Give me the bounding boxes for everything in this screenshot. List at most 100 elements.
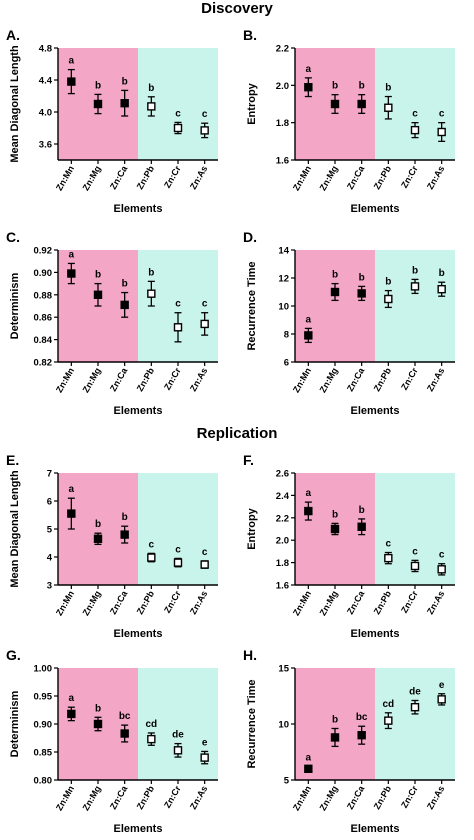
- x-tick-label: Zn:Pb: [372, 366, 394, 394]
- pink-region: [295, 668, 375, 780]
- y-tick-label: 4.0: [39, 108, 52, 119]
- data-point-filled: [93, 290, 103, 300]
- significance-letter: c: [412, 546, 418, 557]
- data-point-filled: [93, 99, 103, 109]
- data-point-filled: [120, 729, 129, 738]
- y-tick-label: 12: [278, 274, 289, 285]
- panel-label: A.: [6, 27, 20, 43]
- data-point-open: [410, 125, 420, 135]
- significance-letter: a: [69, 249, 75, 260]
- significance-letter: a: [306, 64, 312, 75]
- data-point-open: [384, 103, 393, 112]
- data-point-open: [384, 553, 393, 563]
- x-tick-label: Zn:As: [188, 589, 209, 616]
- y-tick-label: 1.6: [276, 581, 289, 592]
- y-axis-label: Entropy: [246, 82, 258, 124]
- y-tick-label: 6: [284, 358, 289, 369]
- y-tick-label: 2.2: [276, 44, 289, 55]
- data-point-open: [173, 323, 183, 332]
- x-tick-label: Zn:Mg: [81, 589, 103, 617]
- y-tick-label: 0.90: [34, 268, 53, 279]
- y-axis-label: Recurrence Time: [246, 679, 258, 768]
- significance-letter: cd: [145, 719, 157, 730]
- x-tick-label: Zn:Mn: [291, 366, 313, 394]
- data-point-open: [437, 695, 446, 704]
- y-axis-label: Determinism: [9, 272, 21, 339]
- panel-label: G.: [6, 647, 21, 663]
- y-tick-label: 2.0: [276, 81, 289, 92]
- y-tick-label: 2.4: [276, 491, 290, 502]
- x-axis-label: Elements: [114, 628, 163, 640]
- significance-letter: b: [439, 268, 445, 279]
- y-tick-label: 4.8: [39, 44, 52, 55]
- significance-letter: a: [306, 314, 312, 325]
- x-tick-label: Zn:Ca: [345, 588, 367, 616]
- significance-letter: c: [175, 108, 181, 119]
- x-tick-label: Zn:Pb: [372, 164, 394, 192]
- significance-letter: b: [359, 81, 365, 92]
- significance-letter: e: [439, 680, 445, 691]
- significance-letter: b: [385, 83, 391, 94]
- significance-letter: b: [95, 80, 101, 91]
- data-point-filled: [304, 506, 313, 516]
- y-axis-label: Mean Diagonal Length: [9, 470, 21, 588]
- data-point-open: [437, 127, 446, 137]
- y-tick-label: 4.4: [39, 76, 53, 87]
- x-tick-label: Zn:Mn: [54, 366, 76, 394]
- x-tick-label: Zn:Ca: [108, 365, 130, 393]
- x-tick-label: Zn:Cr: [162, 164, 183, 190]
- data-point-open: [200, 319, 209, 329]
- data-point-filled: [120, 98, 129, 108]
- chart-panel: 6 8 10 12 14 Zn:Mn Zn:Mg Zn:Ca Zn:Pb Zn:Cr Zn:As a b…: [243, 229, 455, 417]
- chart-panel: 3 4 5 6 7 Zn:Mn Zn:Mg Zn:Ca Zn:Pb Zn:Cr Zn:As a b b c c…: [6, 452, 218, 640]
- x-axis-label: Elements: [351, 628, 400, 640]
- significance-letter: b: [359, 272, 365, 283]
- y-tick-label: 0.85: [34, 748, 53, 759]
- x-tick-label: Zn:As: [425, 164, 446, 191]
- y-tick-label: 8: [284, 330, 289, 341]
- x-tick-label: Zn:Mn: [54, 784, 76, 812]
- x-tick-label: Zn:As: [188, 164, 209, 191]
- data-point-open: [173, 746, 183, 755]
- significance-letter: c: [175, 544, 181, 555]
- data-point-filled: [304, 83, 313, 92]
- x-tick-label: Zn:Mn: [291, 164, 313, 192]
- y-tick-label: 0.95: [34, 692, 53, 703]
- data-point-open: [147, 734, 156, 744]
- panel-label: E.: [6, 452, 19, 468]
- x-tick-label: Zn:Cr: [162, 366, 183, 392]
- y-tick-label: 3: [47, 581, 52, 592]
- y-tick-label: 1.6: [276, 156, 289, 167]
- y-tick-label: 15: [278, 664, 289, 675]
- panel-label: C.: [6, 229, 20, 245]
- significance-letter: b: [332, 509, 338, 520]
- y-tick-label: 1.8: [276, 118, 289, 129]
- chart-panel: 5 10 15 Zn:Mn Zn:Mg Zn:Ca Zn:Pb Zn:Cr Zn:As a b bc c…: [243, 647, 455, 835]
- x-tick-label: Zn:Pb: [135, 784, 157, 812]
- x-tick-label: Zn:As: [188, 366, 209, 393]
- significance-letter: b: [95, 703, 101, 714]
- significance-letter: b: [332, 714, 338, 725]
- x-axis-label: Elements: [114, 405, 163, 417]
- x-tick-label: Zn:Cr: [399, 164, 420, 190]
- x-tick-label: Zn:Ca: [108, 783, 130, 811]
- section-title-discovery: Discovery: [201, 0, 273, 17]
- y-tick-label: 10: [278, 302, 289, 313]
- x-tick-label: Zn:Mg: [81, 164, 103, 192]
- y-tick-label: 5: [284, 776, 290, 787]
- x-tick-label: Zn:Mn: [54, 164, 76, 192]
- data-point-open: [173, 558, 183, 567]
- significance-letter: cd: [382, 699, 394, 710]
- x-tick-label: Zn:As: [425, 589, 446, 616]
- x-tick-label: Zn:Mn: [54, 589, 76, 617]
- y-tick-label: 3.6: [39, 140, 52, 151]
- y-tick-label: 5: [47, 525, 53, 536]
- y-tick-label: 2.2: [276, 513, 289, 524]
- data-point-open: [384, 294, 393, 304]
- y-tick-label: 7: [47, 469, 52, 480]
- significance-letter: b: [122, 512, 128, 523]
- data-point-filled: [304, 331, 313, 340]
- significance-letter: c: [202, 109, 208, 120]
- y-tick-label: 14: [278, 246, 289, 257]
